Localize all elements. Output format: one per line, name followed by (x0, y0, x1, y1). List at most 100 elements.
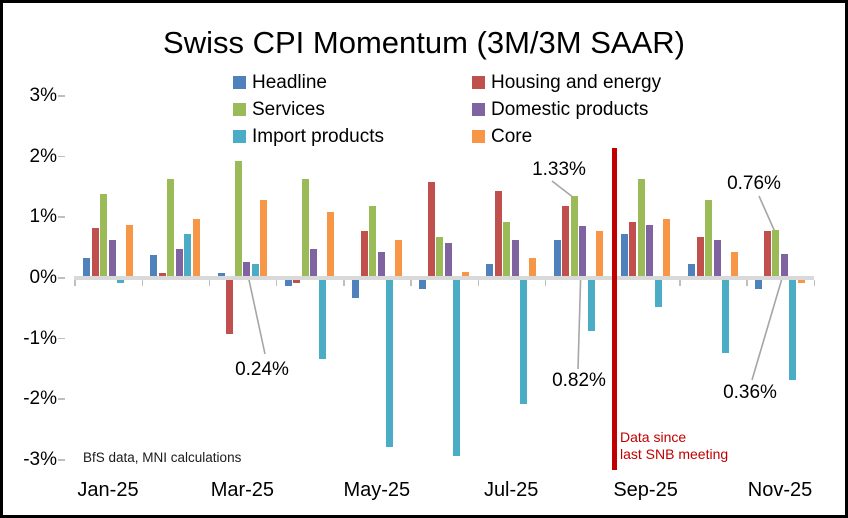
bar-headline-nov-25 (755, 279, 763, 289)
snb-note-line1: Data since (620, 429, 687, 445)
legend-item-core: Core (472, 126, 532, 148)
y-axis-label: -1% (23, 327, 57, 349)
y-axis-label: 0% (29, 267, 57, 288)
bar-core-feb-25 (192, 218, 200, 277)
bar-services-may-25 (369, 206, 377, 277)
annotation-leader-line (758, 195, 776, 233)
y-axis-label: -2% (23, 388, 57, 410)
legend-item-domestic-products: Domestic products (472, 99, 648, 121)
source-footnote: BfS data, MNI calculations (83, 450, 242, 465)
bar-services-sep-25 (637, 179, 645, 277)
legend-item-housing-and-energy: Housing and energy (472, 72, 661, 94)
bar-core-apr-25 (327, 212, 335, 277)
bar-domestic-products-mar-25 (243, 261, 251, 277)
legend-label: Core (491, 126, 533, 147)
bar-domestic-products-aug-25 (579, 226, 587, 277)
bar-headline-oct-25 (688, 264, 696, 277)
bar-domestic-products-apr-25 (310, 248, 318, 277)
bar-housing-and-energy-feb-25 (158, 273, 166, 277)
bar-import-products-aug-25 (587, 279, 595, 332)
snb-meeting-note: Data since last SNB meeting (620, 429, 728, 463)
bar-core-jun-25 (461, 271, 469, 277)
bar-headline-sep-25 (620, 233, 628, 277)
x-axis-tick (746, 279, 748, 287)
bar-domestic-products-may-25 (377, 251, 385, 277)
bar-domestic-products-oct-25 (713, 239, 721, 277)
legend-swatch-icon (233, 130, 246, 143)
bar-import-products-sep-25 (654, 279, 662, 308)
x-axis-label: Jan-25 (77, 479, 139, 501)
bar-housing-and-energy-may-25 (360, 230, 368, 277)
x-axis-label: Mar-25 (210, 479, 275, 501)
x-axis-tick (141, 279, 143, 287)
legend-label: Domestic products (491, 99, 649, 120)
bar-housing-and-energy-apr-25 (293, 279, 301, 283)
bar-core-oct-25 (730, 251, 738, 277)
x-axis-label: Jul-25 (483, 479, 539, 501)
legend-label: Import products (252, 126, 384, 147)
bar-domestic-products-feb-25 (175, 248, 183, 277)
bar-import-products-feb-25 (184, 233, 192, 277)
x-axis-tick (343, 279, 345, 287)
annotation-leader-line (751, 274, 784, 381)
chart-title: Swiss CPI Momentum (3M/3M SAAR) (163, 25, 685, 60)
annotation-label-1.33pct: 1.33% (532, 159, 586, 180)
y-axis-tick (58, 95, 65, 97)
x-axis-label: Sep-25 (613, 479, 678, 501)
x-axis-tick (679, 279, 681, 287)
bar-domestic-products-jun-25 (444, 242, 452, 277)
bar-headline-may-25 (352, 279, 360, 298)
snb-note-line2: last SNB meeting (620, 446, 729, 462)
bar-core-nov-25 (797, 279, 805, 283)
bar-services-jan-25 (100, 194, 108, 277)
y-axis-label: 2% (29, 145, 57, 167)
x-axis-tick (276, 279, 278, 287)
legend-item-services: Services (233, 99, 325, 121)
bar-core-sep-25 (663, 218, 671, 277)
x-axis-tick (813, 279, 815, 287)
bar-headline-jun-25 (419, 279, 427, 289)
y-axis-tick (58, 398, 65, 401)
bar-domestic-products-sep-25 (646, 224, 654, 277)
bar-import-products-may-25 (386, 279, 394, 447)
bar-services-aug-25 (570, 195, 578, 277)
bar-services-apr-25 (301, 179, 309, 277)
bar-domestic-products-jan-25 (108, 239, 116, 277)
bar-housing-and-energy-sep-25 (629, 221, 637, 277)
bar-import-products-jan-25 (117, 279, 125, 283)
y-axis-tick (58, 216, 65, 219)
legend-label: Headline (252, 72, 327, 93)
bar-import-products-jun-25 (453, 279, 461, 456)
snb-meeting-divider-line (612, 148, 617, 470)
bar-import-products-nov-25 (789, 279, 797, 380)
x-axis-tick (74, 279, 76, 287)
y-axis-tick (58, 337, 65, 340)
legend-item-headline: Headline (233, 72, 327, 94)
bar-housing-and-energy-aug-25 (562, 206, 570, 277)
legend-swatch-icon (472, 130, 485, 143)
bar-domestic-products-jul-25 (511, 239, 519, 277)
bar-headline-aug-25 (553, 239, 561, 277)
x-axis-tick (410, 279, 412, 287)
bar-housing-and-energy-jun-25 (427, 182, 435, 277)
bar-headline-apr-25 (284, 279, 292, 286)
x-axis-label: Nov-25 (747, 479, 813, 501)
bar-services-oct-25 (705, 200, 713, 277)
x-axis-tick (544, 279, 547, 287)
y-axis-tick (58, 155, 65, 158)
bar-core-jan-25 (125, 224, 133, 277)
legend-swatch-icon (233, 76, 246, 89)
legend-label: Housing and energy (491, 72, 662, 93)
bar-core-aug-25 (596, 230, 604, 277)
legend-item-import-products: Import products (233, 126, 384, 148)
bar-core-may-25 (394, 239, 402, 277)
y-axis-tick (58, 459, 65, 461)
annotation-label-0.24pct: 0.24% (235, 359, 289, 380)
y-axis-tick (58, 277, 65, 279)
bar-housing-and-energy-jul-25 (494, 191, 502, 277)
bar-core-mar-25 (260, 200, 268, 277)
bar-headline-mar-25 (217, 273, 225, 277)
bar-services-jul-25 (503, 221, 511, 277)
y-axis-label: -3% (23, 449, 57, 471)
